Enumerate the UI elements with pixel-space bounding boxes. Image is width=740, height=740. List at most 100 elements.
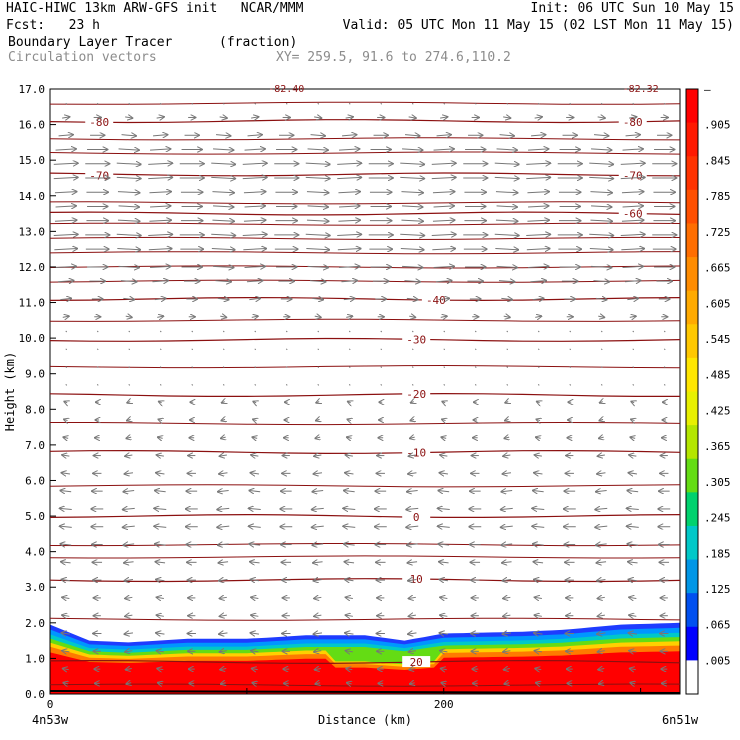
wind-vector xyxy=(316,402,319,403)
wind-vector xyxy=(244,206,265,207)
wind-vector xyxy=(589,163,613,164)
wind-vector xyxy=(408,473,417,474)
wind-vector xyxy=(598,615,605,616)
wind-vector xyxy=(125,633,134,634)
wind-vector xyxy=(305,234,330,235)
wind-vector xyxy=(117,249,140,250)
wind-vector xyxy=(222,366,225,368)
wind-vector xyxy=(348,384,351,386)
wind-vector xyxy=(254,348,257,351)
y-tick-label: 13.0 xyxy=(19,225,46,238)
wind-vector xyxy=(337,234,361,235)
wind-vector xyxy=(128,366,131,368)
wind-vector xyxy=(60,508,72,509)
wind-vector xyxy=(159,330,162,333)
wind-vector xyxy=(632,384,635,386)
wind-vector xyxy=(159,348,162,351)
wind-vector xyxy=(502,562,512,563)
wind-vector xyxy=(401,192,423,193)
wind-vector xyxy=(221,419,225,420)
wind-vector xyxy=(531,135,545,136)
contour-label: -10 xyxy=(406,447,426,460)
wind-vector xyxy=(432,249,455,250)
wind-vector xyxy=(632,366,635,368)
contour-label: -30 xyxy=(406,333,426,346)
wind-vector xyxy=(120,281,137,282)
contour-label-background xyxy=(402,333,431,345)
wind-vector xyxy=(316,419,320,420)
wind-vector xyxy=(216,135,230,136)
colorbar-swatch xyxy=(686,458,698,493)
wind-vector xyxy=(526,163,550,164)
wind-vector xyxy=(339,149,359,150)
colorbar-swatch xyxy=(686,324,698,359)
wind-vector xyxy=(123,298,134,299)
wind-vector xyxy=(380,384,383,386)
wind-vector xyxy=(526,234,550,235)
wind-vector xyxy=(220,316,226,317)
wind-vector xyxy=(317,330,320,333)
wind-vector xyxy=(533,562,544,563)
wind-vector xyxy=(496,206,517,207)
wind-vector xyxy=(156,633,165,634)
wind-vector xyxy=(157,455,164,456)
wind-vector xyxy=(411,330,414,333)
colorbar-label: .845 xyxy=(704,154,731,167)
wind-vector xyxy=(157,651,164,652)
wind-vector xyxy=(252,668,258,669)
wind-vector xyxy=(408,117,416,118)
colorbar-label: .485 xyxy=(704,369,731,382)
colorbar-label: .605 xyxy=(704,297,731,310)
wind-vector xyxy=(438,544,450,545)
wind-vector xyxy=(400,177,424,178)
wind-vector xyxy=(220,455,227,456)
wind-vector xyxy=(400,163,424,164)
wind-vector xyxy=(154,298,166,299)
temperature-contour-labeled xyxy=(49,172,681,177)
colorbar-swatch xyxy=(686,559,698,594)
wind-vector xyxy=(407,491,418,492)
wind-vector xyxy=(591,206,611,207)
wind-vector xyxy=(317,102,320,105)
wind-vector xyxy=(411,366,414,368)
temperature-contour xyxy=(49,251,681,255)
wind-vector xyxy=(221,683,226,684)
wind-vector xyxy=(254,366,257,368)
colorbar-label: .725 xyxy=(704,226,731,239)
temperature-contour-labeled xyxy=(49,578,681,583)
wind-vector xyxy=(346,668,353,669)
wind-vector xyxy=(64,402,67,403)
wind-vector xyxy=(314,316,321,317)
wind-vector xyxy=(347,683,352,684)
wind-vector xyxy=(534,473,543,474)
temperature-contour-labeled xyxy=(49,337,681,342)
wind-vector xyxy=(440,117,447,118)
wind-vector xyxy=(438,508,450,509)
wind-vector xyxy=(630,437,635,438)
wind-vector xyxy=(219,473,228,474)
wind-vector xyxy=(439,562,449,563)
wind-vector xyxy=(597,580,606,581)
wind-vector xyxy=(629,651,637,652)
wind-vector xyxy=(438,526,450,527)
temperature-contour-labeled xyxy=(49,449,681,455)
temperature-contour xyxy=(49,265,681,269)
wind-vector xyxy=(405,135,419,136)
wind-vector xyxy=(440,316,447,317)
wind-vector xyxy=(503,455,511,456)
wind-vector xyxy=(62,455,70,456)
wind-vector xyxy=(155,491,166,492)
wind-vector xyxy=(159,384,162,386)
wind-vector xyxy=(54,220,77,221)
wind-vector xyxy=(215,281,231,282)
wind-vector xyxy=(501,544,513,545)
wind-vector xyxy=(474,366,477,368)
colorbar-label: .125 xyxy=(704,583,731,596)
wind-vector xyxy=(317,366,320,368)
wind-vector xyxy=(663,102,666,105)
wind-vector xyxy=(596,491,607,492)
wind-vector xyxy=(211,234,235,235)
wind-vector xyxy=(344,491,355,492)
y-tick-label: 12.0 xyxy=(19,261,46,274)
wind-vector xyxy=(433,266,454,267)
